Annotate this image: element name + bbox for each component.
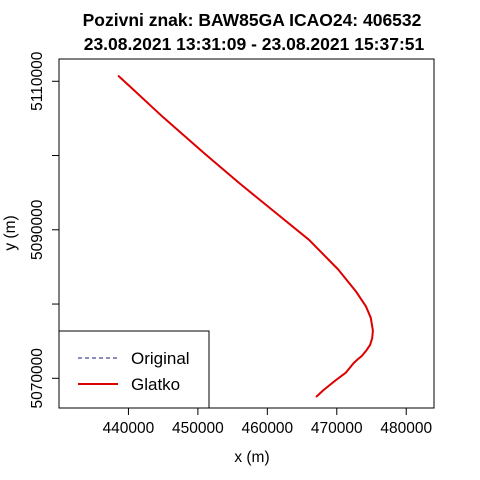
- legend: Original Glatko: [58, 330, 210, 409]
- x-tick-label: 480000: [380, 420, 432, 437]
- chart-title-line1: Pozivni znak: BAW85GA ICAO24: 406532: [83, 10, 422, 30]
- chart-title-line2: 23.08.2021 13:31:09 - 23.08.2021 15:37:5…: [84, 34, 425, 54]
- y-axis-label: y (m): [2, 215, 19, 250]
- y-tick-label: 5110000: [29, 51, 46, 111]
- series-layer: [117, 75, 374, 398]
- x-tick-label: 460000: [241, 420, 293, 437]
- x-axis: 440000 450000 460000 470000 480000: [103, 408, 432, 437]
- y-axis: 5070000 5090000 5110000: [29, 51, 59, 408]
- series-line-glatko: [117, 75, 374, 398]
- plot-frame: [58, 58, 435, 409]
- x-axis-label: x (m): [234, 449, 269, 466]
- x-tick-label: 440000: [103, 420, 155, 437]
- legend-label-glatko: Glatko: [131, 375, 180, 394]
- y-tick-label: 5090000: [29, 199, 46, 260]
- x-tick-label: 470000: [311, 420, 363, 437]
- x-tick-label: 450000: [172, 420, 224, 437]
- y-tick-label: 5070000: [29, 348, 46, 409]
- legend-label-original: Original: [131, 349, 190, 368]
- legend-box: [58, 330, 210, 409]
